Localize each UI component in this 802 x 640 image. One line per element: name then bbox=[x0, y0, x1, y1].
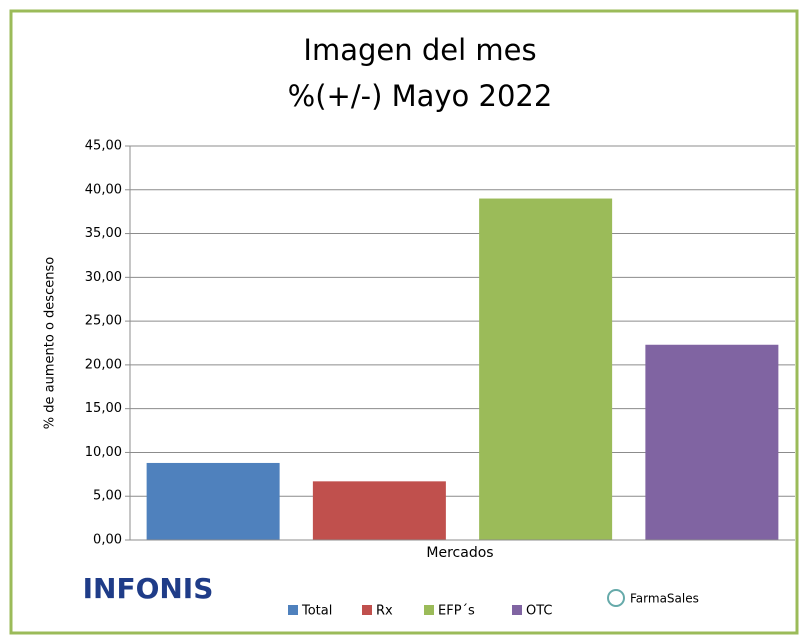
bar bbox=[312, 481, 446, 540]
y-tick-label: 20,00 bbox=[85, 357, 122, 372]
legend-label: OTC bbox=[526, 604, 553, 619]
bar bbox=[645, 344, 779, 540]
chart-title: Imagen del mes bbox=[303, 33, 536, 67]
legend-swatch bbox=[424, 605, 434, 615]
legend-swatch bbox=[512, 605, 522, 615]
y-tick-label: 45,00 bbox=[85, 139, 122, 154]
y-tick-label: 30,00 bbox=[85, 270, 122, 285]
legend-swatch bbox=[362, 605, 372, 615]
chart-subtitle: %(+/-) Mayo 2022 bbox=[288, 79, 553, 113]
y-tick-label: 40,00 bbox=[85, 182, 122, 197]
logo-farmasales: FarmaSales bbox=[630, 592, 699, 606]
x-axis-label: Mercados bbox=[426, 545, 493, 561]
legend-swatch bbox=[288, 605, 298, 615]
logo-icon bbox=[607, 589, 625, 607]
bar bbox=[479, 198, 613, 541]
y-tick-label: 5,00 bbox=[93, 489, 122, 504]
y-tick-label: 25,00 bbox=[85, 314, 122, 329]
y-tick-label: 10,00 bbox=[85, 445, 122, 460]
legend-label: Total bbox=[301, 604, 332, 619]
legend-label: EFP´s bbox=[438, 604, 475, 619]
y-tick-label: 35,00 bbox=[85, 226, 122, 241]
logo-infonis: INFONIS bbox=[83, 572, 214, 605]
bar bbox=[146, 462, 280, 540]
legend-label: Rx bbox=[376, 604, 393, 619]
y-tick-label: 15,00 bbox=[85, 401, 122, 416]
y-tick-label: 0,00 bbox=[93, 533, 122, 548]
y-axis-label: % de aumento o descenso bbox=[43, 257, 58, 429]
